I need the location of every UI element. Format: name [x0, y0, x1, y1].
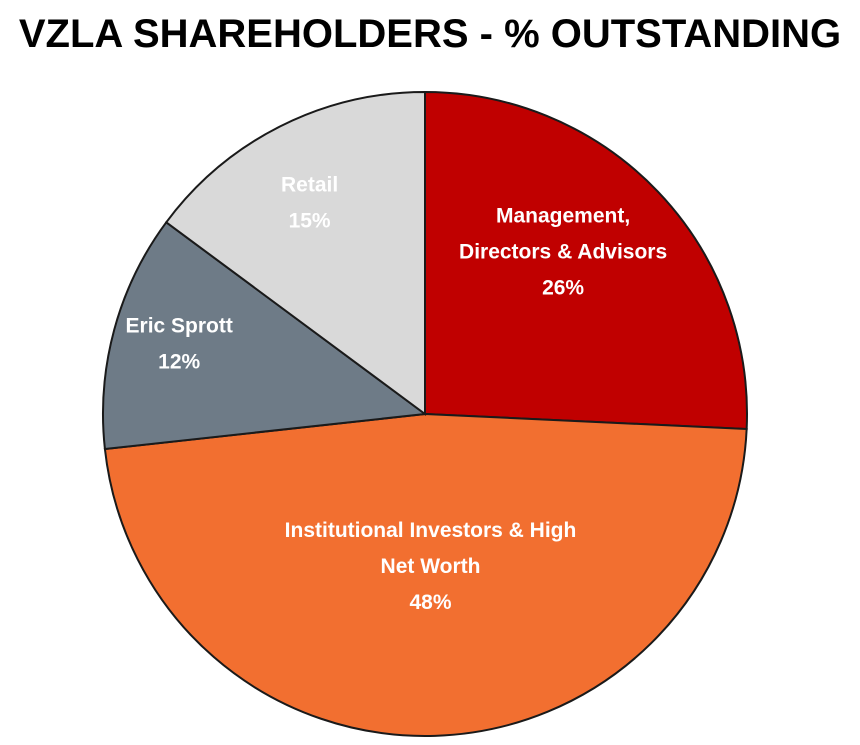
slice-percent-label: 15% — [289, 210, 331, 233]
pie-slice — [103, 412, 748, 737]
slice-name-label: Institutional Investors & High — [285, 519, 577, 542]
pie-slices — [102, 90, 749, 737]
slice-name-label: Management, — [496, 205, 630, 228]
slice-percent-label: 12% — [158, 350, 200, 373]
slice-label: Management, Directors & Advisors 26% — [459, 205, 667, 300]
slice-name-label: Eric Sprott — [126, 314, 233, 337]
pie-slice — [164, 90, 426, 416]
slice-label: Eric Sprott 12% — [126, 314, 233, 373]
slice-label: Institutional Investors & High Net Worth 4… — [285, 519, 577, 614]
pie-slice — [102, 220, 428, 451]
slice-percent-label: 48% — [409, 591, 451, 614]
pie-labels: Management, Directors & Advisors 26% Instit… — [126, 174, 668, 614]
slice-name-label: Net Worth — [381, 555, 481, 578]
slice-label: Retail 15% — [281, 174, 338, 233]
slice-name-label: Directors & Advisors — [459, 241, 667, 264]
slice-name-label: Retail — [281, 174, 338, 197]
slice-percent-label: 26% — [542, 277, 584, 300]
chart-title: VZLA SHAREHOLDERS - % OUTSTANDING — [18, 12, 842, 56]
pie-slice — [424, 90, 749, 431]
